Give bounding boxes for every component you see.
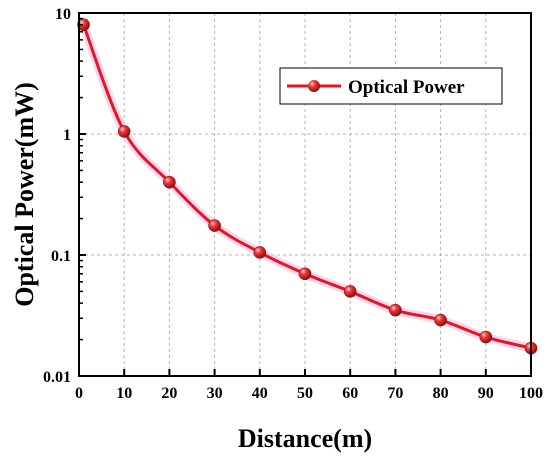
data-point-50 <box>298 267 312 281</box>
grid-lines <box>79 13 531 376</box>
x-tick-label-60: 60 <box>342 385 358 402</box>
data-point-70 <box>389 303 402 317</box>
legend-label: Optical Power <box>348 77 465 98</box>
data-point-10 <box>117 125 131 138</box>
x-tick-label-100: 100 <box>519 385 543 402</box>
x-tick-label-70: 70 <box>387 385 403 402</box>
data-point-90 <box>479 330 493 344</box>
x-axis-title: Distance(m) <box>238 424 372 453</box>
x-tick-label-80: 80 <box>433 385 449 402</box>
data-point-60 <box>343 285 357 298</box>
data-point-1 <box>77 18 90 32</box>
legend: Optical Power <box>279 67 503 105</box>
series-layer <box>77 18 538 355</box>
data-point-20 <box>163 175 176 189</box>
x-tick-label-50: 50 <box>297 385 313 402</box>
x-tick-label-30: 30 <box>207 385 223 402</box>
y-axis-title: Optical Power(mW) <box>10 82 39 307</box>
x-tick-label-20: 20 <box>161 385 177 402</box>
y-tick-labels: 0.01 0.1 1 10 <box>43 6 71 386</box>
legend-marker-swatch <box>308 80 320 92</box>
data-point-40 <box>253 246 267 259</box>
y-tick-label-0.01: 0.01 <box>43 369 71 386</box>
axis-ticks <box>78 12 532 377</box>
y-tick-label-0.1: 0.1 <box>51 248 71 265</box>
y-tick-label-10: 10 <box>55 6 71 23</box>
x-tick-label-0: 0 <box>75 385 83 402</box>
data-point-30 <box>208 219 221 232</box>
x-tick-label-90: 90 <box>478 385 494 402</box>
x-tick-label-40: 40 <box>252 385 268 402</box>
data-point-80 <box>434 313 447 327</box>
y-tick-label-1: 1 <box>63 127 71 144</box>
x-tick-labels: 0 10 20 30 40 50 60 70 80 90 100 <box>75 385 543 402</box>
x-tick-label-10: 10 <box>116 385 132 402</box>
